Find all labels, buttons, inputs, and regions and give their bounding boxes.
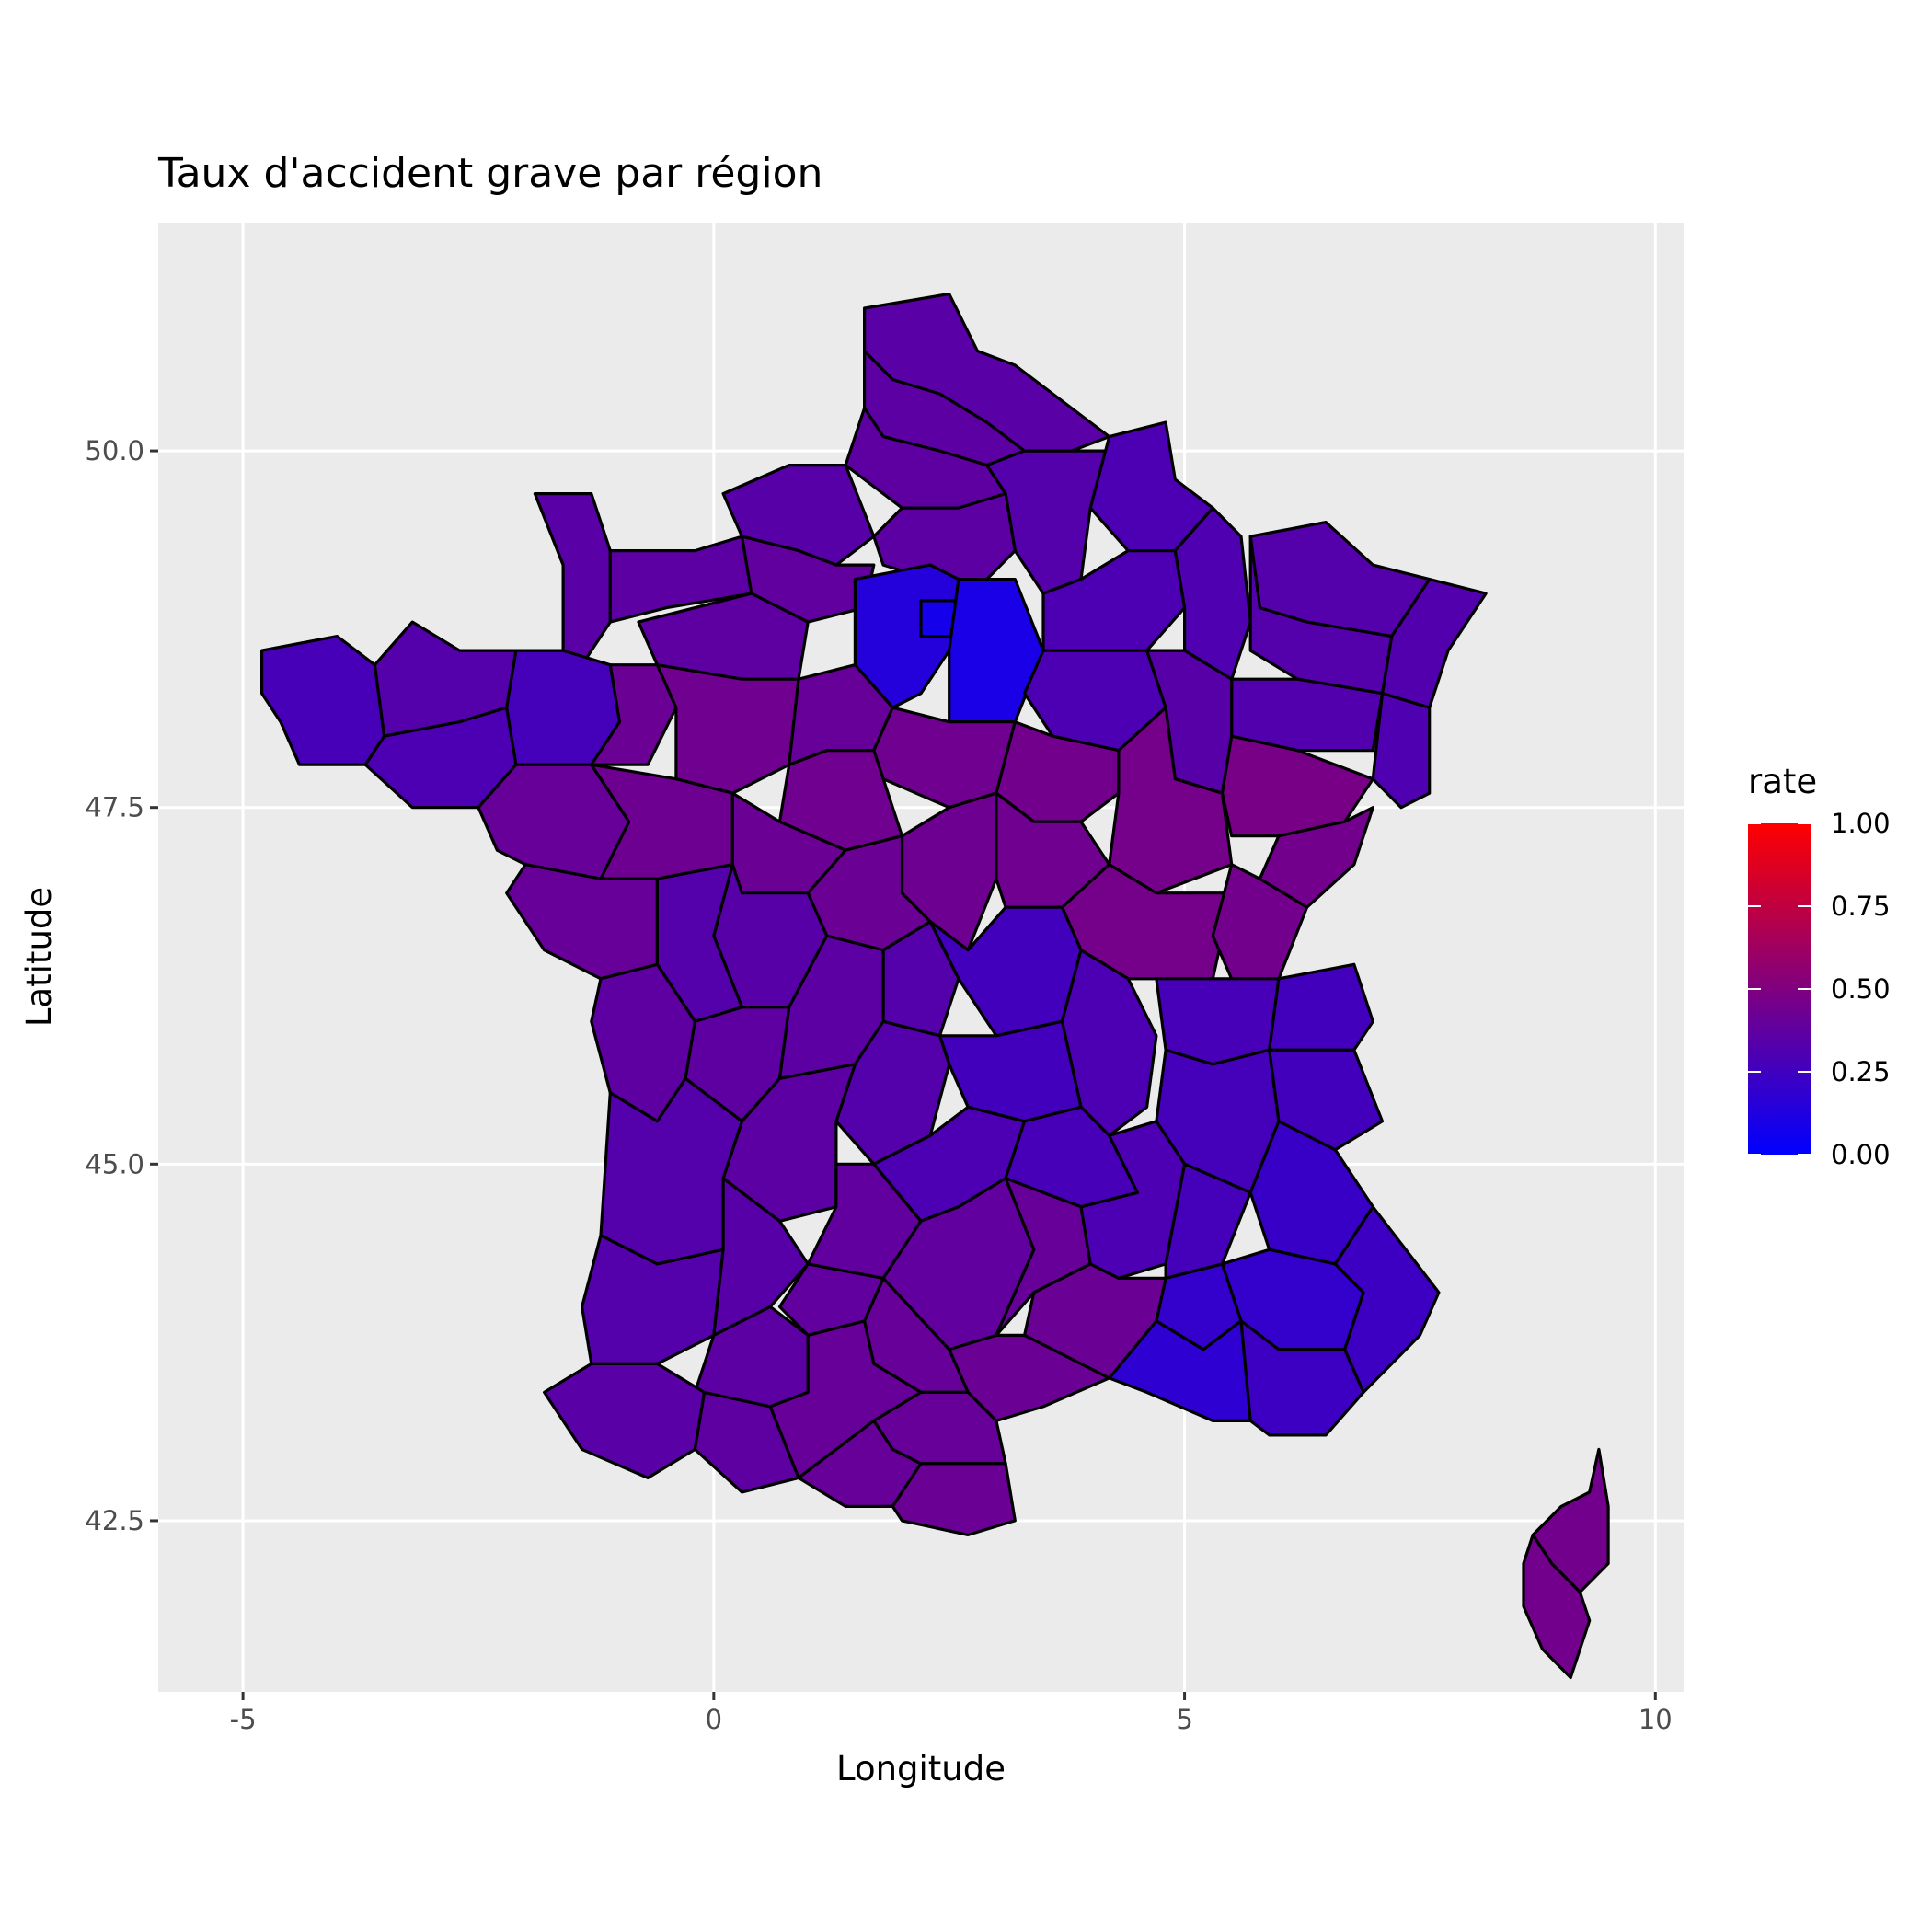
region-var <box>1239 1319 1365 1437</box>
region-hautes-pyrenees <box>693 1390 800 1494</box>
region-haute-saone <box>1220 734 1374 838</box>
y-tick-label: 50.0 <box>85 435 144 466</box>
legend-tick-label: 0.00 <box>1831 1139 1891 1170</box>
x-tick-label: 5 <box>1176 1704 1192 1735</box>
region-meurthe-et-moselle <box>1248 535 1394 696</box>
x-axis-ticks: -5 0 5 10 <box>230 1692 1673 1735</box>
legend-tick-label: 0.25 <box>1831 1056 1891 1087</box>
x-tick-label: -5 <box>230 1704 257 1735</box>
y-axis-ticks: 42.5 45.0 47.5 50.0 <box>85 435 158 1536</box>
y-axis-title: Latitude <box>19 887 59 1027</box>
x-axis-title: Longitude <box>836 1749 1006 1788</box>
region-gironde <box>599 1076 744 1266</box>
legend-tick-label: 0.75 <box>1831 891 1891 922</box>
y-tick-label: 42.5 <box>85 1505 144 1536</box>
region-alpes-maritimes <box>1333 1205 1441 1395</box>
legend-tick-label: 1.00 <box>1831 808 1891 839</box>
region-haut-rhin <box>1371 692 1432 810</box>
region-sarthe <box>655 663 800 795</box>
legend-tick-label: 0.50 <box>1831 973 1891 1005</box>
chart-title: Taux d'accident grave par région <box>157 150 822 197</box>
region-corse-du-sud <box>1522 1533 1592 1680</box>
x-tick-label: 10 <box>1639 1704 1673 1735</box>
y-tick-label: 47.5 <box>85 792 144 823</box>
y-tick-label: 45.0 <box>85 1148 144 1179</box>
region-correze <box>834 1019 951 1166</box>
legend-ticks: 1.00 0.75 0.50 0.25 0.00 <box>1748 808 1891 1170</box>
region-pyrenees-orientales <box>891 1462 1017 1537</box>
region-manche <box>533 491 612 667</box>
color-legend: rate 1.00 0.75 0.50 0.25 0.00 <box>1748 762 1891 1170</box>
region-landes <box>580 1234 725 1366</box>
x-tick-label: 0 <box>706 1704 722 1735</box>
region-polygons <box>260 292 1610 1680</box>
region-creuse <box>881 920 960 1038</box>
region-meuse <box>1173 506 1252 681</box>
region-haute-savoie <box>1268 962 1374 1052</box>
legend-title: rate <box>1748 762 1817 801</box>
